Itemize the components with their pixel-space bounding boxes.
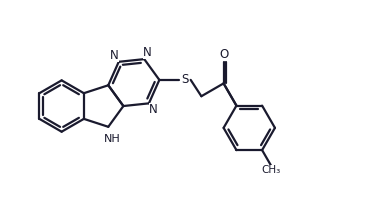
Text: N: N — [143, 46, 152, 59]
Text: O: O — [219, 48, 228, 61]
Text: N: N — [110, 49, 119, 62]
Text: N: N — [149, 103, 158, 116]
Text: CH₃: CH₃ — [261, 165, 281, 175]
Text: S: S — [181, 73, 189, 86]
Text: NH: NH — [103, 134, 120, 145]
